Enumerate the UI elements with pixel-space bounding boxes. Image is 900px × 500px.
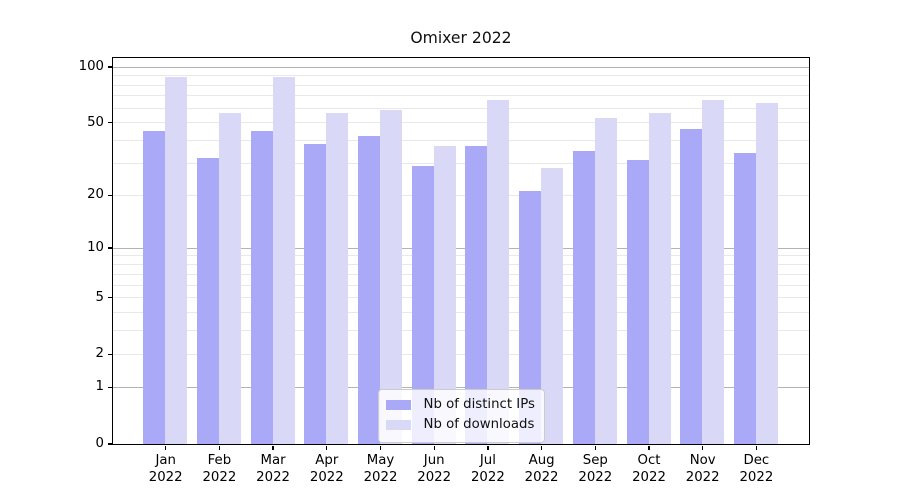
gridline-minor-8 [112, 264, 809, 265]
gridline-minor-50 [112, 122, 809, 124]
gridline-minor-3 [112, 330, 809, 332]
bar-jul-downloads [487, 100, 510, 444]
gridline-minor-30 [112, 163, 809, 164]
bar-sep-downloads [594, 117, 617, 444]
x-tick-jul [487, 445, 489, 450]
y-tick-label-10: 10 [87, 240, 104, 256]
gridline-minor-90 [112, 75, 809, 76]
bar-dec-downloads [755, 102, 778, 444]
x-tick-aug [540, 445, 543, 450]
x-tick-jun [433, 445, 435, 450]
y-tick-label-0: 0 [95, 436, 104, 451]
gridline-minor-80 [112, 84, 809, 86]
y-tick-5 [107, 296, 112, 299]
y-tick-100 [107, 66, 112, 68]
bar-aug-downloads [541, 168, 564, 444]
legend-swatch-distinct-ips [385, 399, 411, 410]
legend-label-distinct-ips: Nb of distinct IPs [423, 397, 535, 412]
gridline-minor-7 [112, 273, 809, 275]
bar-nov-downloads [702, 100, 725, 444]
x-tick-label-jul: Jul 2022 [470, 453, 505, 485]
y-tick-label-20: 20 [87, 187, 104, 203]
y-tick-10 [107, 247, 112, 249]
gridline-minor-70 [112, 95, 809, 97]
x-tick-label-apr: Apr 2022 [309, 453, 344, 485]
bar-jul-distinct-ips [465, 146, 488, 444]
bar-jun-downloads [433, 146, 456, 444]
y-tick-label-5: 5 [95, 289, 104, 305]
bar-mar-distinct-ips [250, 130, 273, 444]
bar-may-distinct-ips [358, 136, 380, 444]
legend: Nb of distinct IPs Nb of downloads [377, 388, 545, 443]
y-tick-1 [107, 386, 112, 389]
x-tick-label-feb: Feb 2022 [202, 453, 237, 485]
gridline-minor-6 [112, 284, 809, 286]
x-tick-dec [755, 445, 758, 450]
x-tick-label-aug: Aug 2022 [524, 453, 559, 485]
bar-sep-distinct-ips [572, 150, 595, 444]
gridline-minor-9 [112, 255, 809, 257]
legend-item-downloads: Nb of downloads [379, 415, 544, 435]
bar-apr-distinct-ips [304, 144, 327, 444]
x-tick-label-dec: Dec 2022 [739, 453, 774, 485]
x-tick-nov [702, 445, 704, 450]
gridline-decade-1 [112, 386, 809, 388]
y-tick-label-2: 2 [95, 346, 104, 362]
bar-oct-distinct-ips [626, 160, 649, 444]
x-tick-oct [648, 445, 650, 450]
legend-swatch-downloads [385, 419, 411, 430]
x-tick-may [379, 445, 382, 450]
gridline-minor-60 [112, 107, 809, 109]
y-tick-2 [107, 353, 112, 355]
x-tick-apr [326, 445, 328, 450]
gridline-minor-40 [112, 140, 809, 142]
gridline-minor-4 [112, 312, 809, 313]
x-tick-label-jan: Jan 2022 [148, 453, 183, 485]
bar-apr-downloads [326, 113, 349, 444]
plot-area [111, 56, 810, 445]
gridline-minor-20 [112, 194, 809, 196]
bar-nov-distinct-ips [680, 129, 703, 444]
bar-aug-distinct-ips [519, 191, 542, 444]
gridline-minor-2 [112, 353, 809, 355]
x-tick-label-jun: Jun 2022 [417, 453, 452, 485]
gridline-decade-100 [112, 66, 809, 68]
x-tick-label-sep: Sep 2022 [578, 453, 613, 485]
bar-mar-downloads [272, 76, 295, 444]
bar-jun-distinct-ips [411, 165, 434, 444]
y-tick-label-100: 100 [78, 59, 104, 74]
chart-title: Omixer 2022 [410, 29, 512, 47]
bar-feb-distinct-ips [196, 157, 219, 444]
bar-jan-distinct-ips [143, 130, 166, 444]
gridline-minor-5 [112, 297, 809, 299]
legend-item-distinct-ips: Nb of distinct IPs [379, 395, 544, 415]
x-tick-feb [218, 445, 221, 450]
y-tick-20 [107, 194, 112, 196]
bar-jan-downloads [165, 76, 188, 444]
bar-oct-downloads [648, 113, 671, 444]
x-tick-mar [272, 445, 274, 450]
bar-may-downloads [380, 110, 402, 444]
x-tick-jan [165, 445, 167, 450]
x-tick-sep [594, 445, 596, 450]
x-tick-label-may: May 2022 [363, 453, 398, 485]
gridline-decade-10 [112, 247, 809, 249]
legend-label-downloads: Nb of downloads [423, 417, 535, 432]
y-tick-label-50: 50 [87, 114, 104, 130]
y-tick-label-1: 1 [95, 379, 104, 395]
x-tick-label-nov: Nov 2022 [685, 453, 720, 485]
y-tick-0 [107, 443, 112, 445]
y-tick-50 [107, 122, 112, 124]
x-tick-label-oct: Oct 2022 [632, 453, 666, 485]
x-tick-label-mar: Mar 2022 [256, 453, 291, 485]
bar-dec-distinct-ips [733, 153, 756, 444]
bar-feb-downloads [218, 113, 241, 444]
